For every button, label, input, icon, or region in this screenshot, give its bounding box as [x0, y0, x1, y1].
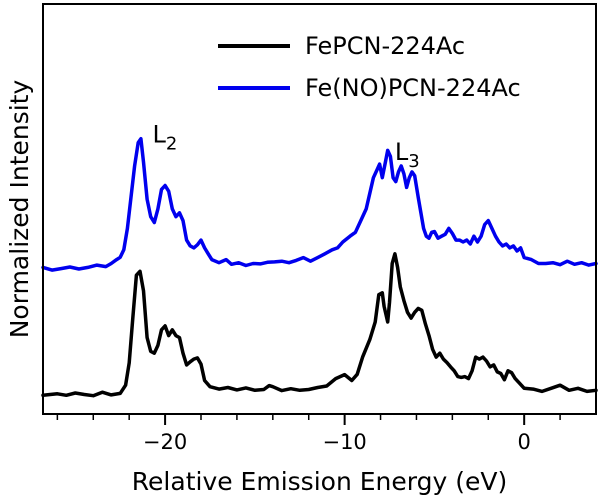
series-layer [41, 136, 598, 398]
plot-frame [42, 3, 597, 415]
legend: FePCN-224Ac Fe(NO)PCN-224Ac [218, 32, 521, 102]
peak-annotation: L3 [395, 138, 420, 172]
annotations: L2 L3 [153, 121, 420, 173]
x-axis-ticks: −20 −10 0 [56, 414, 561, 454]
y-axis-label: Normalized Intensity [5, 80, 34, 339]
x-axis-label: Relative Emission Energy (eV) [132, 467, 507, 496]
x-tick-label: 0 [517, 430, 530, 454]
x-tick-label: −20 [143, 430, 187, 454]
series-line-2 [41, 136, 598, 272]
peak-annotation: L2 [153, 121, 178, 155]
legend-label-2: Fe(NO)PCN-224Ac [305, 74, 521, 102]
series-line-1 [41, 252, 598, 398]
legend-label-1: FePCN-224Ac [305, 32, 465, 60]
x-tick-label: −10 [322, 430, 366, 454]
